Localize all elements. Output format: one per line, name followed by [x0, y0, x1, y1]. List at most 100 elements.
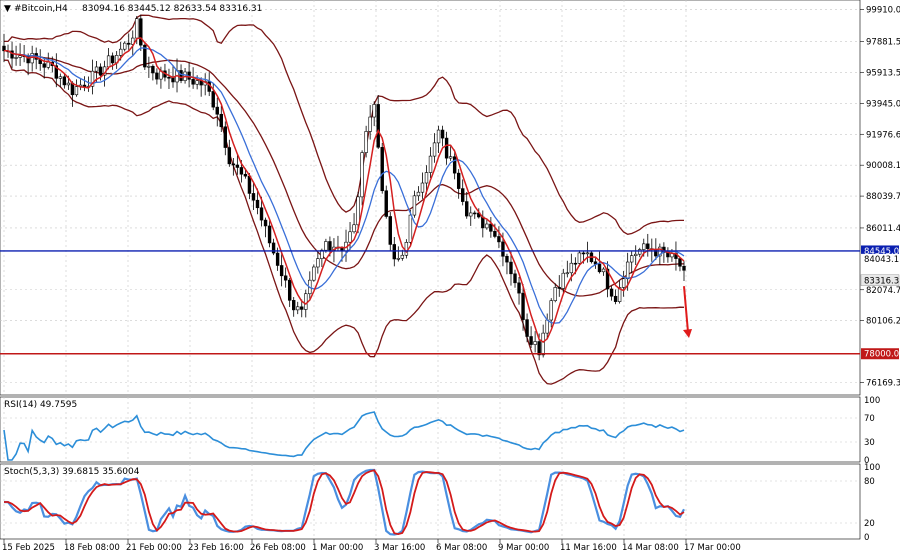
candle-body	[143, 44, 147, 68]
arrow-shaft	[683, 286, 689, 333]
time-axis[interactable]: 15 Feb 2025 18 Feb 08:00 21 Feb 00:00 23 Fe…	[2, 539, 741, 553]
price-scale[interactable]: 99910.0 97881.5 95913.54 93945.0 91976.66 900…	[860, 6, 900, 389]
price-tick-label: 88039.70	[866, 192, 900, 202]
svg-text:84545.0: 84545.0	[864, 247, 899, 257]
candle-body	[621, 278, 626, 288]
candle-body	[412, 195, 417, 216]
candle-body	[14, 57, 18, 59]
candle-body	[364, 131, 368, 153]
candle-body	[151, 65, 155, 74]
candle-body	[444, 137, 449, 159]
current-price-tag: 83316.3	[860, 274, 900, 286]
candle-body	[255, 199, 260, 209]
candle-body	[513, 273, 517, 284]
candle-body	[219, 113, 223, 128]
candle-body	[215, 106, 219, 115]
time-tick-label: 11 Mar 16:00	[560, 543, 617, 553]
candle-body	[118, 48, 123, 56]
candle-body	[629, 255, 634, 263]
candle-body	[300, 306, 304, 310]
candle-body	[147, 65, 151, 68]
candle-body	[90, 70, 95, 87]
rsi-pane[interactable]	[0, 396, 861, 463]
svg-text:84043.1: 84043.1	[864, 255, 899, 265]
rsi-scale-label: 30	[864, 438, 875, 448]
candle-body	[501, 241, 505, 257]
candle-body	[529, 336, 533, 345]
bollinger-middle	[4, 50, 685, 297]
blue-level-price-tag: 84545.0	[861, 245, 899, 257]
candle-body	[58, 76, 63, 79]
candle-body	[625, 261, 630, 280]
candle-body	[287, 279, 292, 301]
stoch-scale-label: 0	[864, 533, 869, 543]
candle-body	[167, 76, 171, 79]
candle-body	[372, 104, 376, 118]
candle-body	[94, 66, 99, 72]
rsi-label: RSI(14) 49.7595	[4, 400, 77, 410]
candle-body	[613, 295, 618, 302]
candle-body	[416, 191, 421, 197]
candle-body	[98, 66, 103, 76]
candle-body	[634, 253, 638, 256]
candle-body	[239, 167, 244, 175]
candle-body	[597, 263, 602, 273]
candle-body	[609, 288, 614, 297]
stoch-scale-label: 20	[864, 519, 875, 529]
candle-body	[541, 332, 545, 356]
candle-body	[545, 319, 549, 334]
stochastic-indicator	[0, 468, 860, 536]
time-tick-label: 21 Feb 00:00	[126, 543, 182, 553]
price-tick-label: 99910.0	[866, 6, 900, 16]
stoch-label: Stoch(5,3,3) 39.6815 35.6004	[4, 467, 140, 477]
candle-body	[646, 243, 650, 249]
forecast-down-arrow	[683, 286, 692, 339]
current-price-tag-2: 84043.1	[861, 253, 899, 265]
candle-body	[227, 147, 232, 165]
chart-menu-arrow-icon[interactable]: ▼	[4, 4, 11, 14]
rsi-scale: 100 70 30 0	[864, 396, 880, 466]
candle-body	[481, 216, 485, 229]
candle-body	[74, 86, 79, 96]
candle-body	[66, 82, 71, 86]
candle-body	[617, 287, 622, 302]
price-tick-label: 95913.54	[866, 68, 900, 78]
moving-averages	[4, 37, 685, 344]
svg-text:78000.0: 78000.0	[864, 350, 899, 360]
time-tick-label: 26 Feb 08:00	[250, 543, 306, 553]
candle-body	[428, 155, 433, 173]
candle-body	[485, 223, 489, 229]
candle-body	[271, 242, 276, 254]
candle-body	[10, 50, 14, 59]
candle-body	[42, 63, 46, 68]
candle-body	[678, 258, 682, 267]
candle-body	[283, 275, 288, 281]
candle-body	[565, 272, 570, 275]
time-tick-label: 3 Mar 16:00	[374, 543, 425, 553]
candle-body	[62, 76, 67, 86]
candle-body	[408, 214, 413, 243]
candle-body	[360, 152, 364, 198]
candle-body	[267, 225, 272, 244]
candlesticks	[2, 14, 686, 361]
ma-fast-line	[4, 37, 685, 344]
candle-body	[106, 55, 111, 68]
candle-body	[424, 172, 429, 184]
candle-body	[275, 252, 280, 266]
candle-body	[473, 212, 477, 215]
candle-body	[396, 257, 401, 260]
time-tick-label: 6 Mar 08:00	[436, 543, 487, 553]
candle-body	[460, 188, 465, 202]
candle-body	[135, 18, 139, 39]
candle-body	[557, 287, 561, 289]
ohlc-values: 83094.16 83445.12 82633.54 83316.31	[82, 4, 262, 14]
candle-body	[569, 262, 574, 274]
candle-body	[179, 70, 183, 81]
candle-body	[489, 223, 493, 232]
candle-body	[400, 254, 405, 259]
stoch-scale-label: 100	[864, 463, 880, 473]
candle-body	[561, 272, 565, 289]
candle-body	[171, 77, 175, 83]
time-tick-label: 23 Feb 16:00	[188, 543, 244, 553]
